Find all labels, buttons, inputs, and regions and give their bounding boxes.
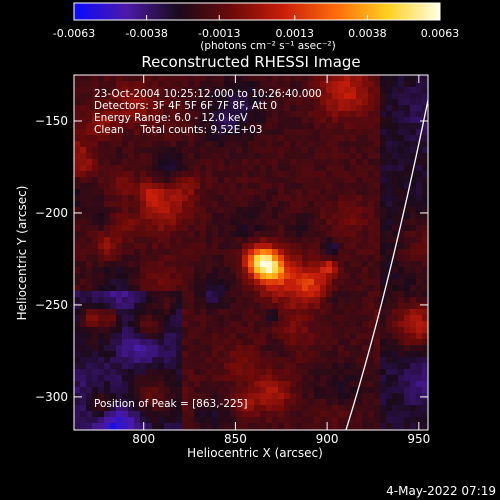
- plot-frame: [73, 74, 429, 431]
- x-axis-label: Heliocentric X (arcsec): [187, 446, 323, 460]
- y-tick-label: −200: [35, 206, 68, 220]
- annotation-time-range: 23-Oct-2004 10:25:12.000 to 10:26:40.000: [94, 88, 322, 100]
- x-axis: 800 850 900 950: [132, 75, 430, 446]
- y-tick-label: −150: [35, 114, 68, 128]
- colorbar-tick-label: -0.0063: [53, 27, 95, 40]
- peak-position-label: Position of Peak = [863,-225]: [94, 398, 248, 410]
- y-axis-label: Heliocentric Y (arcsec): [15, 186, 29, 321]
- y-tick-label: −300: [35, 390, 68, 404]
- solar-limb-curve: [345, 99, 428, 430]
- x-tick-label: 950: [407, 432, 430, 446]
- colorbar: -0.0063 -0.0038 -0.0013 0.0013 0.0038 0.0063 …: [53, 2, 459, 52]
- y-axis: −150 −200 −250 −300: [35, 114, 428, 404]
- colorbar-tick-label: 0.0013: [276, 27, 315, 40]
- x-tick-label: 900: [316, 432, 339, 446]
- annotation-energy-range: Energy Range: 6.0 - 12.0 keV: [94, 112, 248, 124]
- colorbar-ticks: -0.0063 -0.0038 -0.0013 0.0013 0.0038 0.0063: [53, 15, 459, 40]
- x-tick-label: 850: [224, 432, 247, 446]
- colorbar-tick-label: 0.0038: [348, 27, 387, 40]
- annotation-detectors: Detectors: 3F 4F 5F 6F 7F 8F, Att 0: [94, 100, 277, 112]
- annotation-clean-counts: Clean Total counts: 9.52E+03: [94, 124, 263, 136]
- y-tick-label: −250: [35, 298, 68, 312]
- colorbar-unit-label: (photons cm⁻² s⁻¹ asec⁻²): [200, 40, 335, 52]
- chart-title: Reconstructed RHESSI Image: [141, 53, 360, 71]
- footer-date: 4-May-2022 07:19: [386, 484, 496, 498]
- colorbar-tick-label: -0.0013: [198, 27, 240, 40]
- colorbar-gradient: [73, 2, 441, 21]
- observation-annotations: 23-Oct-2004 10:25:12.000 to 10:26:40.000…: [94, 88, 322, 136]
- colorbar-tick-label: 0.0063: [421, 27, 460, 40]
- heatmap-image: [74, 75, 428, 430]
- x-tick-label: 800: [132, 432, 155, 446]
- colorbar-tick-label: -0.0038: [125, 27, 167, 40]
